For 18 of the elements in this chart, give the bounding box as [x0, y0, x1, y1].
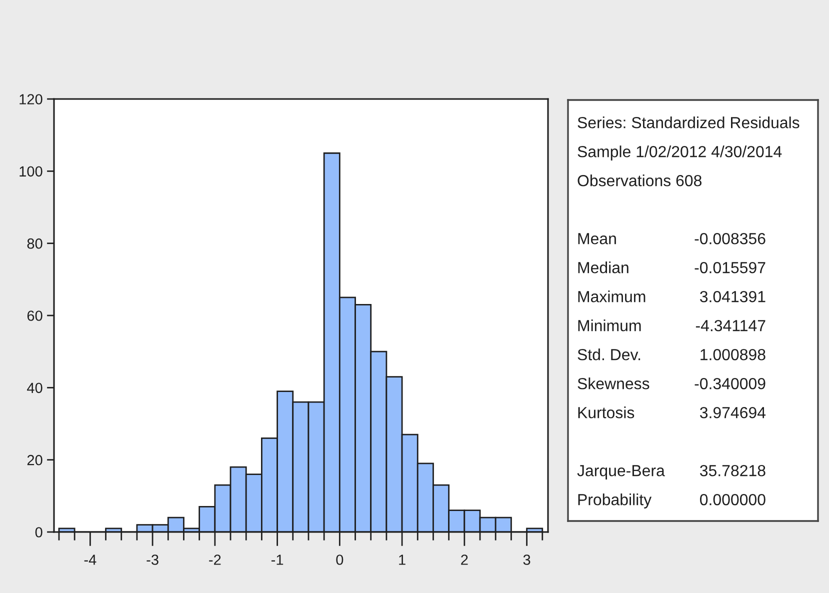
x-tick-label: -3 [146, 554, 158, 565]
y-tick-label: 20 [27, 454, 42, 466]
text: Series: Standardized Residuals Sample 1/02/2012 4/30/2014 Observations 608 [578, 116, 800, 186]
y-tick-label: 60 [27, 310, 42, 321]
text: Mean -0.008356 Median -0.015597 Maximum 3.041391 Minimum -4.341147 Std. Dev. 1.000898 Skewness -0.340009 Kurtosis 3.974694 [578, 232, 766, 418]
x-tick-label: 3 [523, 554, 530, 565]
y-tick-label: 120 [20, 94, 42, 104]
y-tick-label: 0 [35, 527, 42, 538]
y-tick-label: 80 [27, 238, 42, 249]
x-tick-label: -1 [271, 554, 284, 565]
y-tick-label: 100 [20, 166, 42, 177]
x-tick-label: -4 [84, 554, 96, 565]
x-tick-label: 2 [461, 554, 468, 565]
y-tick-label: 40 [27, 382, 42, 394]
x-tick-label: -2 [209, 554, 221, 565]
text: Jarque-Bera 35.78218 Probability 0.000000 [577, 464, 766, 508]
x-tick-label: 1 [399, 554, 406, 565]
x-tick-label: 0 [336, 554, 344, 565]
